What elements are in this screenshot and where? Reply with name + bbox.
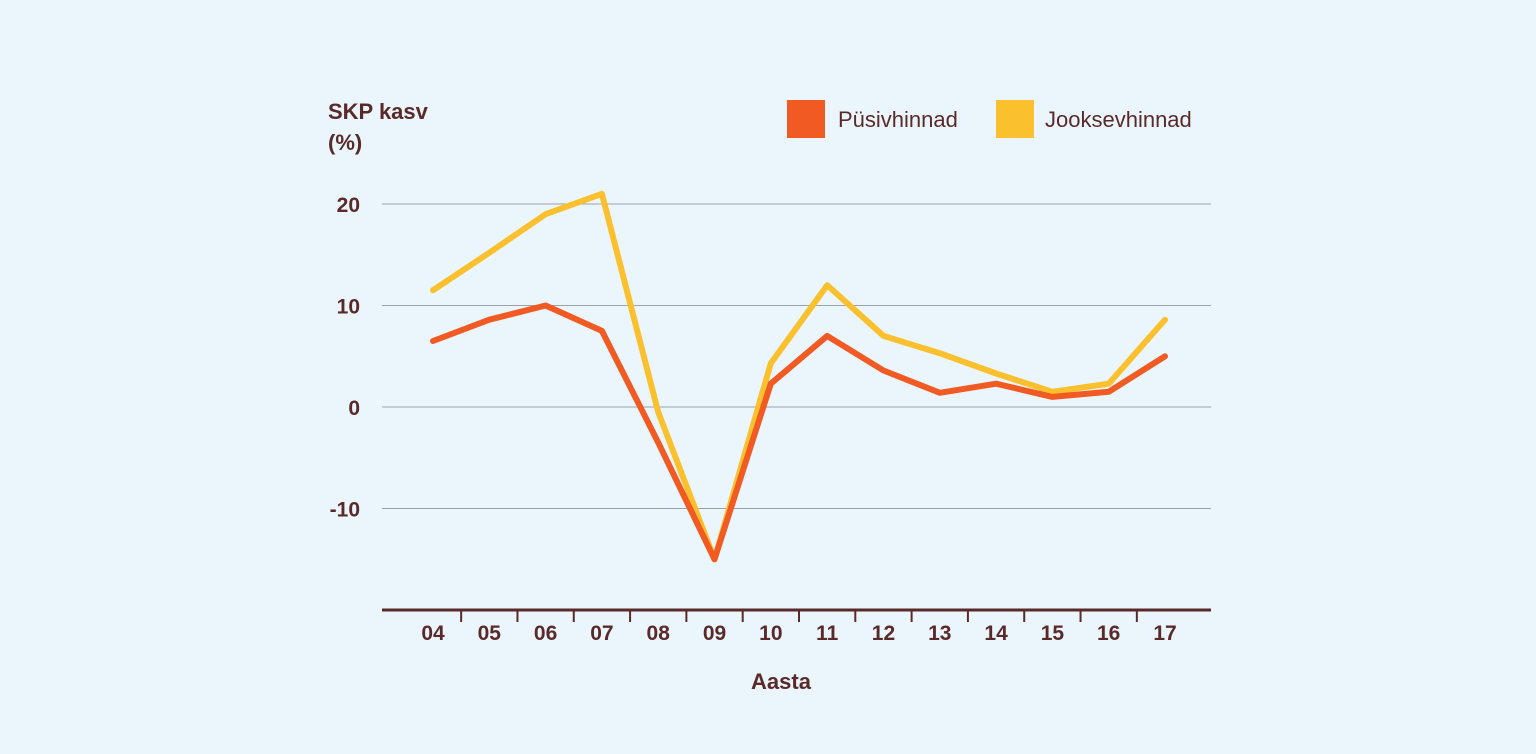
y-axis-title-line2: (%): [328, 130, 362, 155]
y-axis-ticks: 20 10 0 -10: [330, 194, 360, 522]
x-tick-label: 05: [478, 622, 502, 645]
x-tick-label: 08: [647, 622, 671, 645]
x-tick-label: 17: [1153, 622, 1176, 645]
x-tick-label: 09: [703, 622, 726, 645]
x-tick-label: 15: [1041, 622, 1065, 645]
legend-label: Jooksevhinnad: [1045, 107, 1192, 132]
y-tick-label: 20: [337, 194, 360, 217]
x-tick-label: 06: [534, 622, 557, 645]
x-tick-label: 13: [928, 622, 951, 645]
x-tick-label: 11: [816, 622, 839, 645]
x-tick-label: 10: [759, 622, 782, 645]
x-tick-label: 16: [1097, 622, 1120, 645]
x-tick-label: 07: [590, 622, 613, 645]
y-tick-label: 10: [337, 296, 360, 319]
series-line-pusivhinnad: [430, 302, 1168, 563]
legend-label: Püsivhinnad: [838, 107, 958, 132]
legend-swatch: [996, 100, 1034, 138]
x-axis-ticks: 04 05 06 07 08 09 10 11 12 13 14 15 16 17: [421, 610, 1177, 645]
series-lines: [430, 190, 1168, 563]
x-tick-label: 04: [421, 622, 445, 645]
legend-swatch: [787, 100, 825, 138]
series-line-jooksevhinnad: [430, 190, 1168, 563]
gridlines: [382, 203, 1211, 509]
x-tick-label: 12: [872, 622, 895, 645]
y-tick-label: -10: [330, 499, 360, 522]
y-tick-label: 0: [348, 397, 360, 420]
x-axis-title: Aasta: [751, 669, 812, 694]
x-tick-label: 14: [984, 622, 1008, 645]
legend: Püsivhinnad Jooksevhinnad: [787, 100, 1192, 138]
y-axis-title-line1: SKP kasv: [328, 99, 429, 124]
